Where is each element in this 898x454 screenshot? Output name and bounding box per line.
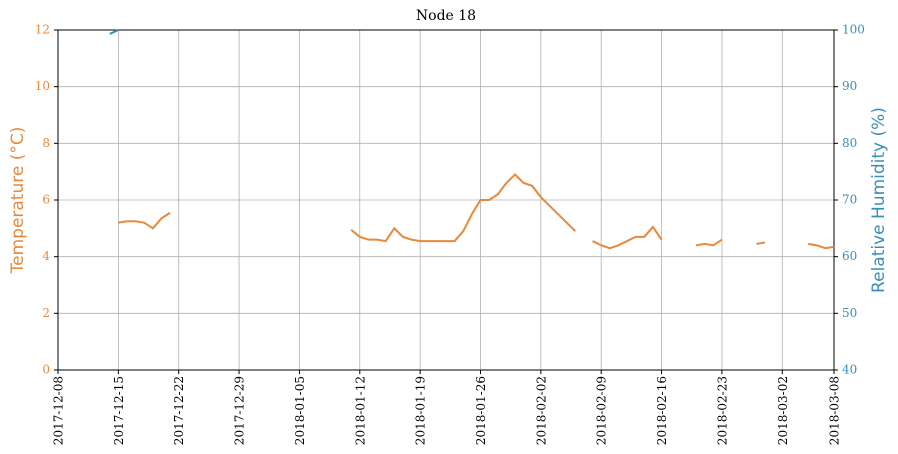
x-tick-label: 2017-12-22	[172, 376, 186, 445]
x-tick-label: 2018-01-12	[353, 376, 367, 445]
y2-tick-label: 80	[842, 136, 857, 150]
y-tick-label: 0	[42, 363, 50, 377]
y-tick-label: 4	[42, 249, 50, 263]
x-tick-label: 2018-01-05	[293, 376, 307, 445]
x-tick-label: 2018-01-19	[414, 376, 428, 445]
x-tick-label: 2017-12-15	[112, 376, 126, 445]
y-tick-label: 8	[42, 136, 50, 150]
x-tick-label: 2018-03-08	[828, 376, 842, 445]
x-tick-label: 2018-03-02	[776, 376, 790, 445]
chart-title: Node 18	[416, 8, 476, 24]
y2-tick-label: 70	[842, 193, 857, 207]
y2-tick-label: 90	[842, 79, 857, 93]
y-tick-label: 2	[42, 306, 50, 320]
y-tick-label: 12	[35, 23, 50, 37]
x-tick-label: 2018-01-26	[474, 376, 488, 445]
y2-axis-title: Relative Humidity (%)	[869, 107, 889, 293]
y2-tick-label: 40	[842, 363, 857, 377]
x-tick-label: 2018-02-02	[534, 376, 548, 445]
x-tick-label: 2018-02-16	[655, 376, 669, 445]
x-tick-label: 2018-02-23	[715, 376, 729, 445]
y2-tick-label: 100	[842, 23, 865, 37]
y2-tick-label: 60	[842, 249, 857, 263]
x-tick-label: 2018-02-09	[595, 376, 609, 445]
data-line	[118, 173, 835, 250]
y-tick-label: 10	[35, 79, 50, 93]
x-tick-label: 2017-12-08	[52, 376, 66, 445]
x-tick-label: 2017-12-29	[233, 376, 247, 445]
y2-tick-label: 50	[842, 306, 857, 320]
plot-frame	[57, 29, 835, 371]
y-axis-title: Temperature (°C)	[8, 127, 28, 275]
data-line	[109, 29, 119, 35]
y-tick-label: 6	[42, 193, 50, 207]
